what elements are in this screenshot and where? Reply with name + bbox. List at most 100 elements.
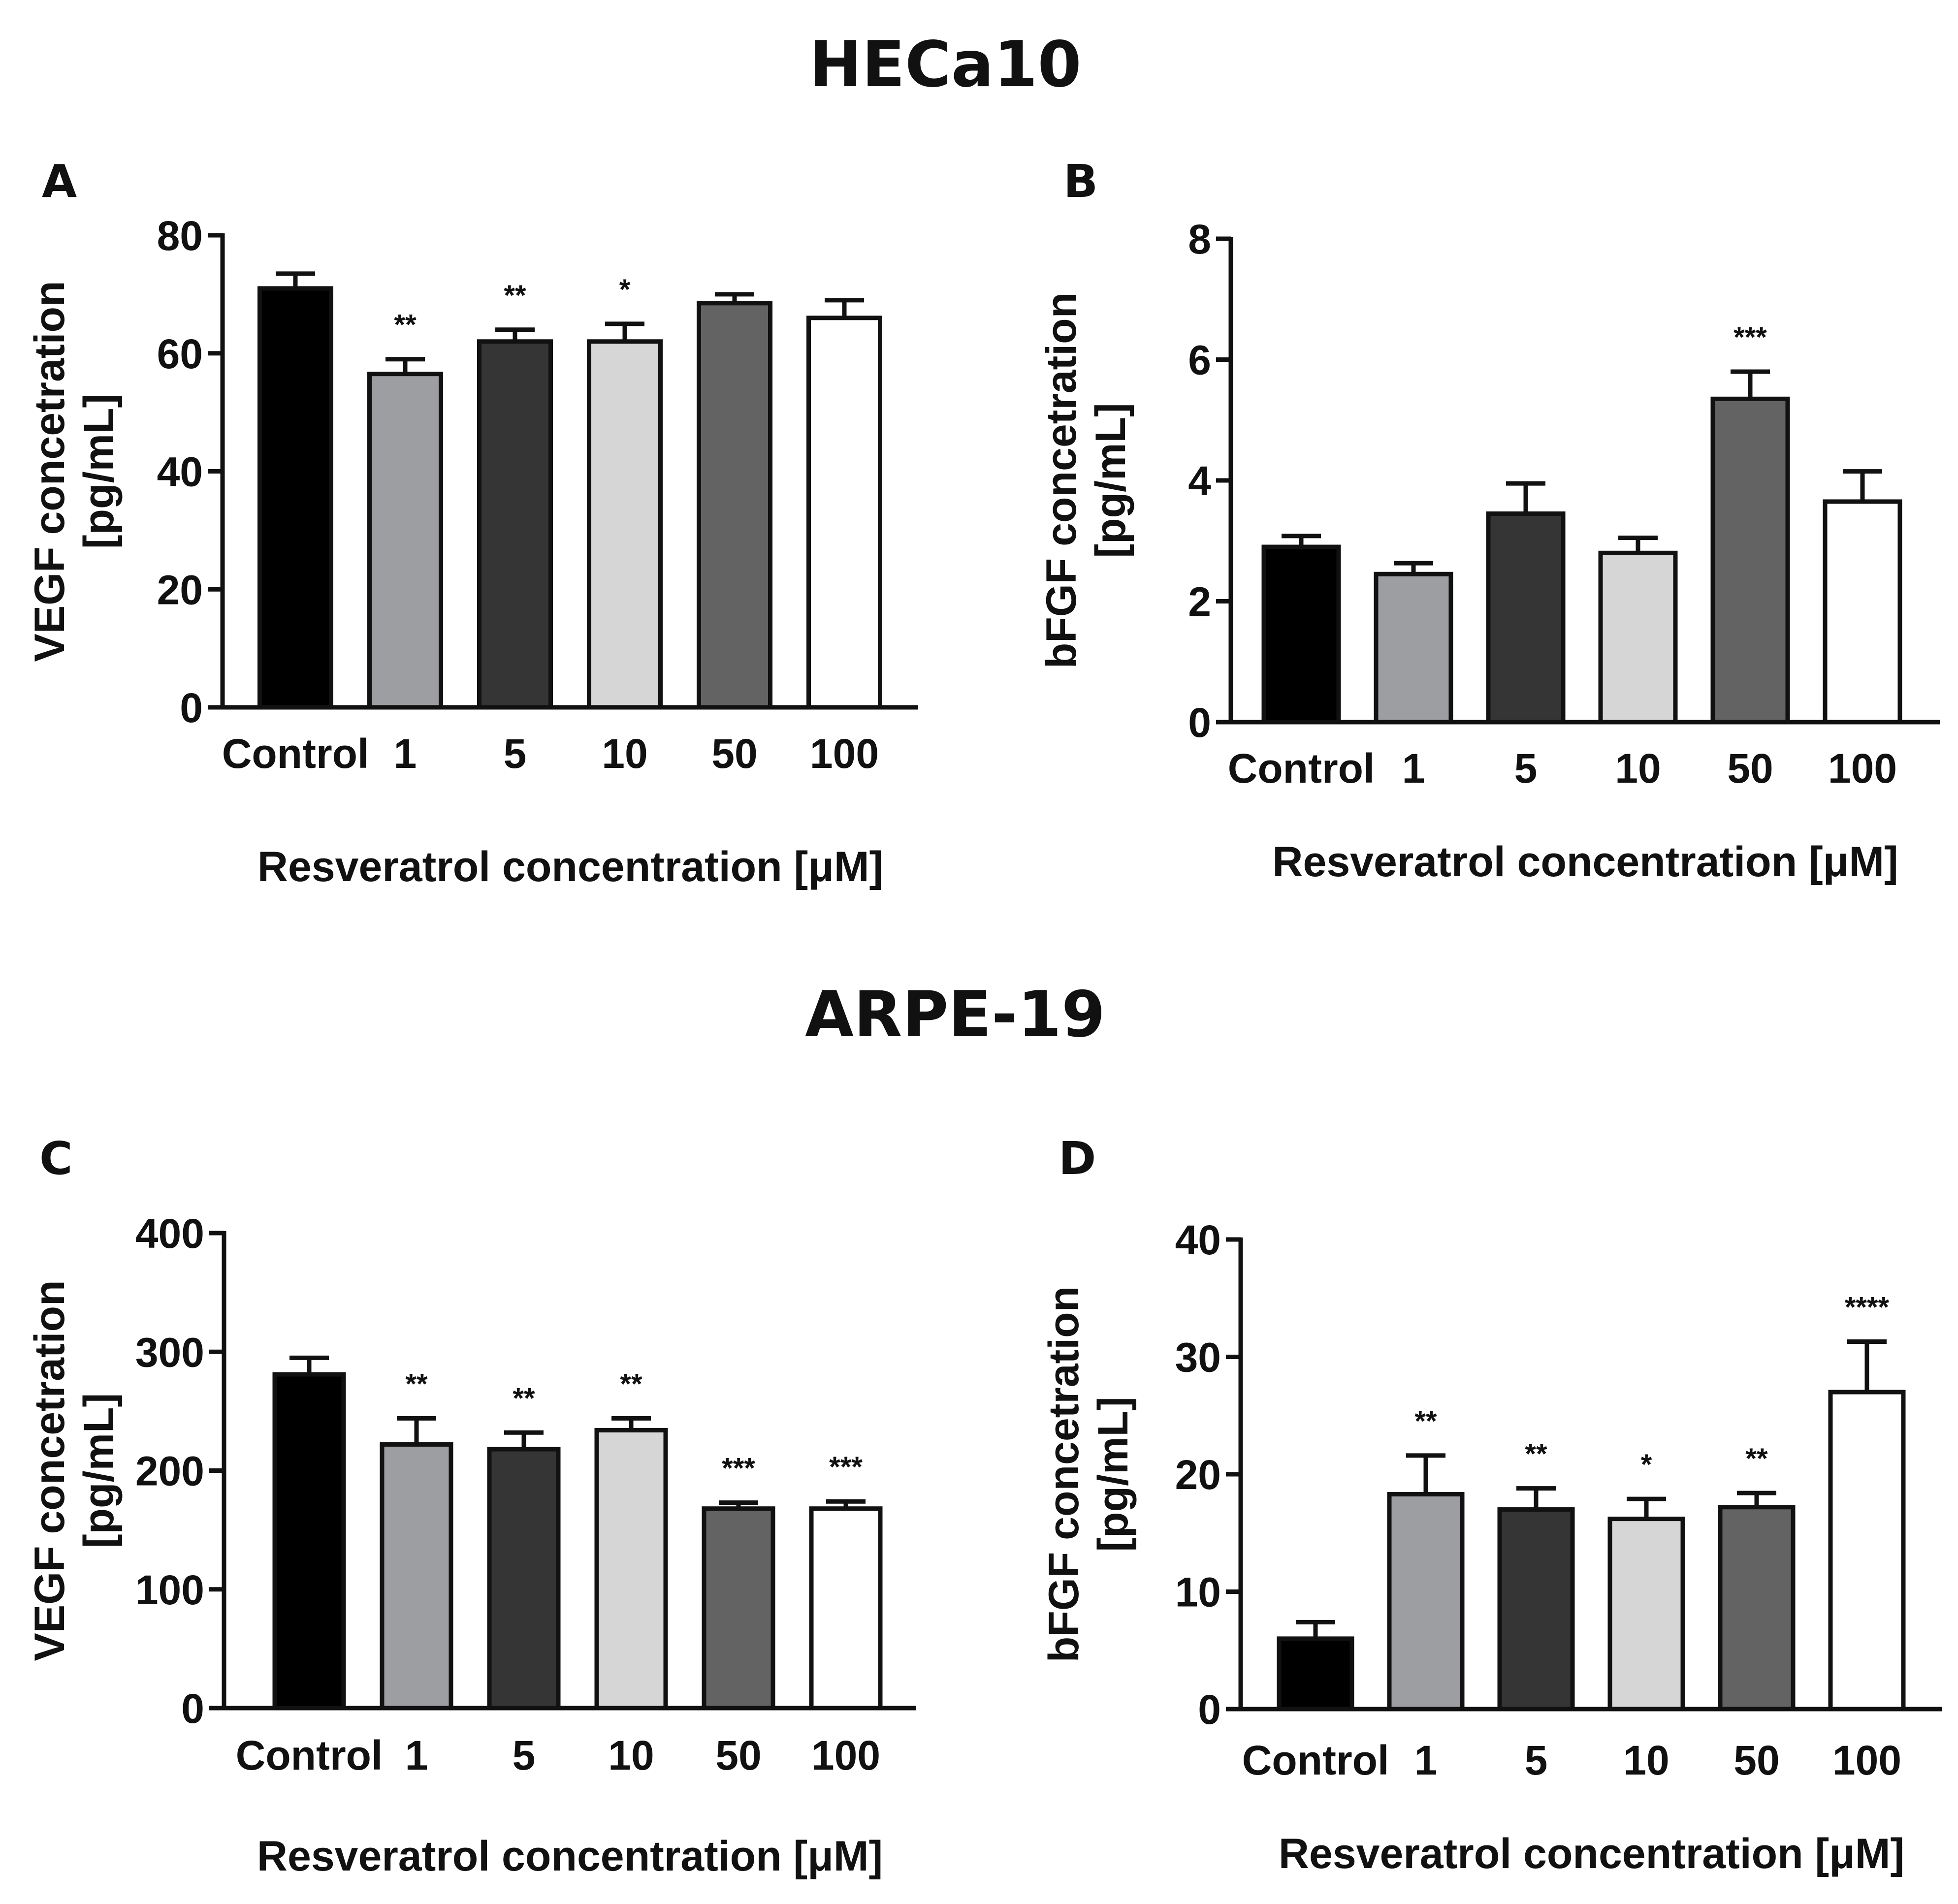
significance-label: **: [394, 309, 417, 341]
bar-10: [587, 339, 663, 710]
bar-10: [594, 1428, 668, 1711]
y-tick-label: 4: [1188, 458, 1211, 504]
bar-control: [1261, 544, 1341, 725]
x-tick-label: 100: [811, 1732, 880, 1778]
y-tick-label: 40: [157, 449, 203, 495]
y-axis-title-line2: [pg/mL]: [75, 394, 123, 549]
y-axis-title-line2: [pg/mL]: [75, 1393, 123, 1548]
significance-label: **: [405, 1368, 428, 1400]
y-tick-label: 200: [135, 1448, 204, 1494]
significance-label: ***: [1733, 321, 1767, 353]
x-tick-label: Control: [236, 1732, 383, 1778]
panel-letter: B: [1063, 155, 1098, 208]
section-title-arpe19: ARPE-19: [805, 978, 1105, 1051]
x-axis-title: Resveratrol concentration [μM]: [1279, 1830, 1904, 1877]
bar-control: [257, 286, 333, 710]
bar-100: [1828, 1390, 1906, 1712]
bar-50: [1710, 396, 1790, 725]
bar-control: [272, 1372, 346, 1711]
significance-label: *: [619, 274, 631, 306]
y-axis-title: VEGF concetration[pg/mL]: [26, 281, 123, 662]
x-tick-label: 50: [715, 1732, 761, 1778]
x-tick-label: 10: [608, 1732, 654, 1778]
x-tick-label: 50: [1727, 745, 1773, 792]
significance-label: **: [504, 280, 526, 312]
x-tick-label: 1: [394, 730, 417, 777]
panel-a: A 0 20 40 60 80 Control ** 1 ** 5 * 10 50 100 Resveratr…: [26, 155, 918, 890]
x-tick-label: 5: [1514, 745, 1538, 792]
bar-5: [477, 339, 553, 710]
x-tick-label: 50: [1733, 1737, 1779, 1783]
x-tick-label: 1: [1414, 1737, 1438, 1783]
y-tick-label: 60: [157, 331, 203, 377]
bar-100: [806, 316, 882, 710]
y-tick-label: 400: [135, 1210, 204, 1257]
y-tick-label: 20: [1175, 1452, 1221, 1498]
y-axis-title-line2: [pg/mL]: [1090, 1396, 1137, 1552]
significance-label: ***: [722, 1453, 755, 1485]
y-axis-title-line1: bFGF concetration: [1038, 292, 1085, 668]
panel-d: D 0 10 20 30 40 Control ** 1 ** 5 * 10 ** 50 **** 100 Res…: [1040, 1132, 1942, 1877]
bar-50: [697, 301, 772, 710]
y-tick-label: 10: [1175, 1569, 1221, 1616]
bar-5: [1497, 1507, 1575, 1712]
significance-label: **: [513, 1382, 535, 1414]
x-axis-title: Resveratrol concentration [μM]: [257, 1833, 883, 1880]
x-tick-label: 5: [504, 730, 527, 777]
y-tick-label: 0: [1188, 699, 1211, 746]
x-tick-label: 1: [1402, 745, 1425, 792]
bar-5: [487, 1447, 561, 1711]
panel-letter: A: [42, 155, 77, 208]
bar-1: [1374, 571, 1453, 725]
panel-letter: C: [39, 1132, 73, 1185]
x-tick-label: 10: [1615, 745, 1661, 792]
y-tick-label: 0: [180, 685, 203, 731]
bar-5: [1486, 511, 1566, 725]
significance-label: **: [1525, 1438, 1547, 1470]
y-axis-title-line2: [pg/mL]: [1087, 403, 1134, 558]
x-tick-label: 1: [405, 1732, 428, 1778]
x-tick-label: 5: [513, 1732, 536, 1778]
y-axis-title: bFGF concetration[pg/mL]: [1038, 292, 1134, 668]
y-tick-label: 40: [1175, 1217, 1221, 1263]
panel-b: B 0 2 4 6 8 Control 1 5 10 *** 50 100 Resveratrol con…: [1038, 155, 1940, 886]
x-tick-label: 5: [1525, 1737, 1548, 1783]
bar-100: [809, 1506, 883, 1711]
x-tick-label: 50: [711, 730, 757, 777]
x-tick-label: Control: [1242, 1737, 1389, 1783]
significance-label: ****: [1845, 1291, 1890, 1323]
y-tick-label: 2: [1188, 579, 1211, 625]
bar-1: [380, 1442, 453, 1711]
y-tick-label: 8: [1188, 216, 1211, 262]
x-tick-label: 100: [1832, 1737, 1901, 1783]
significance-label: **: [1745, 1443, 1768, 1475]
bar-10: [1598, 550, 1678, 725]
significance-label: *: [1641, 1449, 1652, 1481]
significance-label: **: [1414, 1405, 1437, 1437]
bar-10: [1607, 1517, 1685, 1712]
x-axis-title: Resveratrol concentration [μM]: [257, 843, 883, 890]
bar-control: [1277, 1636, 1354, 1712]
x-tick-label: 100: [1828, 745, 1897, 792]
x-axis-title: Resveratrol concentration [μM]: [1272, 838, 1898, 886]
y-axis-title-line1: bFGF concetration: [1040, 1286, 1088, 1662]
significance-label: ***: [829, 1451, 863, 1483]
y-tick-label: 80: [157, 213, 203, 259]
y-axis-title-line1: VEGF concetration: [26, 281, 73, 662]
x-tick-label: Control: [222, 730, 369, 777]
significance-label: **: [620, 1368, 642, 1400]
y-tick-label: 6: [1188, 337, 1211, 383]
y-tick-label: 30: [1175, 1334, 1221, 1381]
y-tick-label: 0: [1198, 1686, 1221, 1733]
bar-50: [1718, 1505, 1796, 1712]
x-tick-label: 10: [602, 730, 647, 777]
bar-1: [1387, 1492, 1465, 1712]
bar-100: [1823, 499, 1902, 725]
x-tick-label: Control: [1228, 745, 1375, 792]
y-axis-title: VEGF concetration[pg/mL]: [26, 1280, 123, 1661]
x-tick-label: 10: [1623, 1737, 1669, 1783]
x-tick-label: 100: [810, 730, 879, 777]
y-axis-title: bFGF concetration[pg/mL]: [1040, 1286, 1137, 1662]
